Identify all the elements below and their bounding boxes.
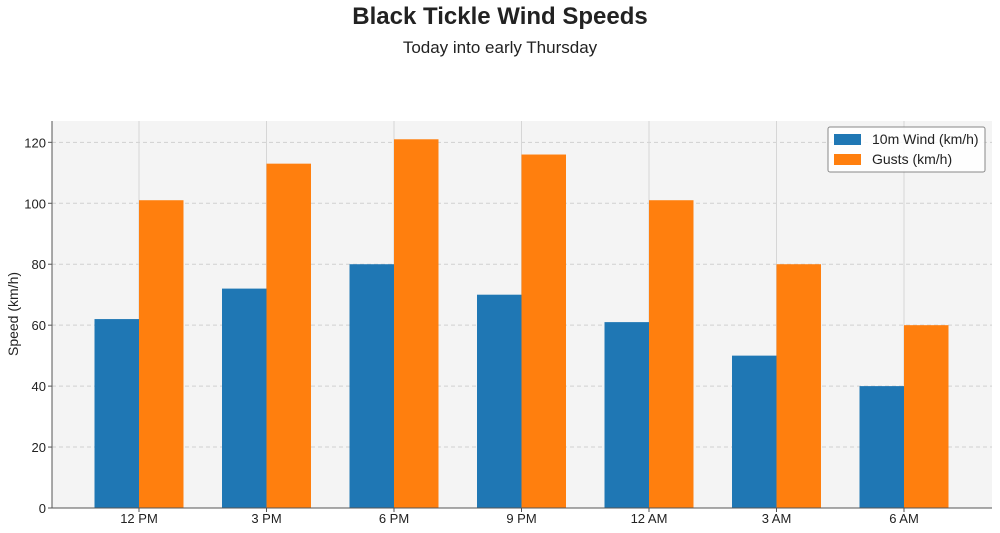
legend-swatch-wind bbox=[834, 134, 861, 145]
y-tick-label: 120 bbox=[24, 135, 46, 150]
y-tick-label: 40 bbox=[32, 379, 46, 394]
wind-bar-6-pm bbox=[349, 264, 394, 508]
bars bbox=[94, 139, 949, 509]
wind-bar-9-pm bbox=[477, 294, 522, 508]
y-tick-label: 100 bbox=[24, 196, 46, 211]
gust-bar-3-pm bbox=[266, 163, 311, 508]
gust-bar-9-pm bbox=[521, 154, 566, 508]
wind-bar-6-am bbox=[859, 386, 904, 508]
wind-bar-3-pm bbox=[222, 288, 267, 508]
legend: 10m Wind (km/h) Gusts (km/h) bbox=[827, 126, 986, 173]
x-tick-label: 12 PM bbox=[120, 511, 158, 526]
gust-bar-3-am bbox=[776, 264, 821, 508]
legend-swatch-gusts bbox=[834, 154, 861, 165]
wind-bar-12-pm bbox=[94, 319, 139, 508]
x-tick-label: 3 AM bbox=[762, 511, 792, 526]
legend-box bbox=[827, 126, 986, 173]
y-axis-label: Speed (km/h) bbox=[5, 272, 21, 356]
x-tick-label: 9 PM bbox=[506, 511, 536, 526]
x-tick-label: 6 AM bbox=[889, 511, 919, 526]
y-tick-label: 80 bbox=[32, 257, 46, 272]
legend-label-gusts: Gusts (km/h) bbox=[872, 151, 952, 167]
gust-bar-6-am bbox=[904, 325, 949, 508]
wind-bar-3-am bbox=[732, 355, 777, 508]
x-tick-label: 3 PM bbox=[251, 511, 281, 526]
x-tick-label: 6 PM bbox=[379, 511, 409, 526]
gust-bar-12-am bbox=[649, 200, 694, 509]
x-tick-label: 12 AM bbox=[631, 511, 668, 526]
legend-label-wind: 10m Wind (km/h) bbox=[872, 131, 979, 147]
gust-bar-6-pm bbox=[394, 139, 439, 509]
gust-bar-12-pm bbox=[139, 200, 184, 509]
wind-bar-12-am bbox=[604, 322, 649, 508]
chart-title: Black Tickle Wind Speeds bbox=[352, 3, 648, 30]
chart-subtitle: Today into early Thursday bbox=[402, 38, 598, 57]
y-tick-label: 20 bbox=[32, 440, 46, 455]
y-tick-label: 60 bbox=[32, 318, 46, 333]
tick-labels: 0 20 40 60 80 100 120 12 PM 3 PM 6 PM 9 PM 12 AM 3 A… bbox=[24, 135, 919, 526]
axes bbox=[48, 121, 992, 512]
y-tick-label: 0 bbox=[39, 501, 46, 516]
